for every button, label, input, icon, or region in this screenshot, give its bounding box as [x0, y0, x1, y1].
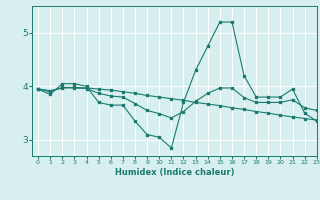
- X-axis label: Humidex (Indice chaleur): Humidex (Indice chaleur): [115, 168, 234, 177]
